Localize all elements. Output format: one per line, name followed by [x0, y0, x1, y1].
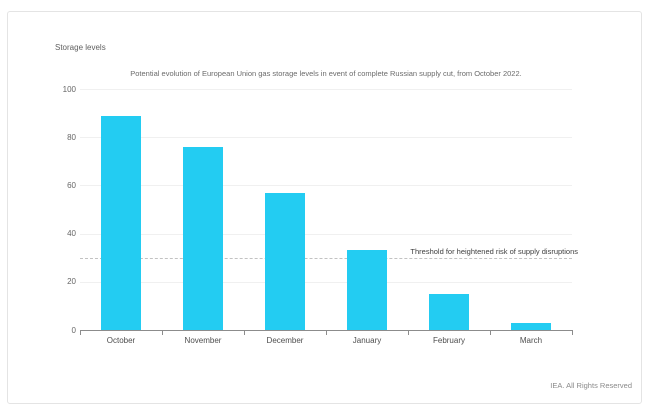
grid-line — [80, 137, 572, 139]
y-axis-title: Storage levels — [55, 43, 106, 52]
y-axis-tick-label: 20 — [67, 277, 76, 287]
y-axis-tick-label: 0 — [71, 325, 76, 335]
grid-line — [80, 89, 572, 90]
x-axis-category-label: January — [352, 336, 382, 345]
x-axis-tick — [326, 330, 327, 335]
x-axis-category-label: February — [432, 336, 465, 345]
threshold-label: Threshold for heightened risk of supply … — [410, 246, 578, 256]
x-axis-category-label: October — [106, 336, 136, 345]
grid-line — [80, 185, 572, 187]
chart-title: Potential evolution of European Union ga… — [130, 69, 522, 78]
bar-november — [183, 146, 223, 330]
x-axis-category-label: December — [266, 336, 304, 345]
copyright-text: IEA. All Rights Reserved — [550, 381, 632, 390]
bar-december — [265, 192, 305, 330]
grid-line — [80, 281, 572, 283]
bar-january — [347, 250, 387, 330]
y-axis-tick-label: 40 — [67, 229, 76, 239]
bar-october — [101, 115, 141, 330]
bar-march — [511, 322, 551, 330]
y-axis-tick-label: 100 — [62, 84, 76, 94]
x-axis-tick — [244, 330, 245, 335]
x-axis-tick — [162, 330, 163, 335]
x-axis-tick — [490, 330, 491, 335]
threshold-line — [80, 257, 572, 259]
y-axis-tick-label: 60 — [67, 180, 76, 190]
x-axis-category-label: March — [519, 336, 543, 345]
x-axis-tick — [80, 330, 81, 335]
x-axis-tick — [572, 330, 573, 335]
grid-line — [80, 233, 572, 235]
y-axis-tick-label: 80 — [67, 132, 76, 142]
x-axis-category-label: November — [184, 336, 222, 345]
x-axis-tick — [408, 330, 409, 335]
bar-february — [429, 293, 469, 330]
